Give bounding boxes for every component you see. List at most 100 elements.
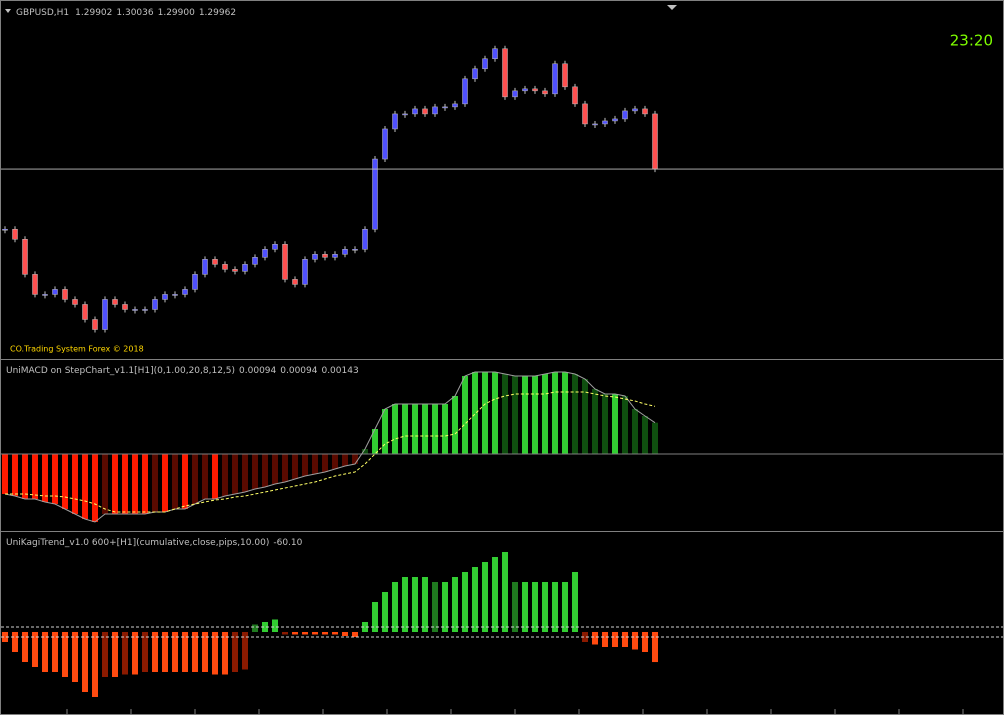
candle-body [292,279,298,285]
readout: 0.00094 [239,366,276,376]
candle-body [192,274,198,290]
histogram-bar [582,632,588,642]
histogram-bar [302,632,308,635]
candle-body [482,58,488,70]
histogram-bar [182,454,188,509]
histogram-bar [172,632,178,672]
histogram-bar [412,404,418,454]
histogram-bar [222,454,228,496]
histogram-bar [192,454,198,504]
candle-body [372,158,378,230]
histogram-bar [262,622,268,632]
histogram-bar [612,632,618,647]
candle-body [182,289,188,295]
histogram-bar [302,454,308,476]
clock: 23:20 [950,32,993,50]
candle-body [492,48,498,60]
histogram-bar [42,454,48,502]
candle-body [2,228,8,231]
histogram-bar [272,454,278,484]
histogram-bar [592,389,598,454]
histogram-bar [112,632,118,677]
histogram-bar [382,409,388,454]
histogram-bar [522,582,528,632]
candle-body [242,264,248,272]
histogram-bar [332,632,338,635]
candle-body [22,239,28,275]
histogram-bar [572,572,578,632]
chart-header: GBPUSD,H1 1.29902 1.30036 1.29900 1.29962 [16,8,236,18]
histogram-bar [432,404,438,454]
readout: 0.00143 [321,366,358,376]
histogram-bar [502,374,508,454]
histogram-bar [172,454,178,509]
menu-arrow[interactable] [5,9,11,13]
histogram-bar [292,454,298,479]
histogram-bar [92,632,98,697]
histogram-bar [122,454,128,514]
histogram-bar [12,632,18,652]
histogram-bar [522,376,528,454]
histogram-bar [502,552,508,632]
histogram-bar [102,632,108,677]
histogram-bar [312,454,318,474]
histogram-bar [222,632,228,675]
main-line [4,371,656,523]
candle-body [152,299,158,310]
histogram-bar [622,396,628,454]
candle-body [252,257,258,265]
histogram-bar [322,632,328,635]
candle-body [12,228,18,240]
histogram-bar [462,572,468,632]
candle-body [632,108,638,112]
candle-body [212,259,218,265]
histogram-bar [22,632,28,662]
copyright: CO.Trading System Forex © 2018 [10,345,144,354]
histogram-bar [512,582,518,632]
histogram-bar [372,602,378,632]
histogram-bar [242,454,248,492]
histogram-bar [532,376,538,454]
histogram-bar [382,592,388,632]
candle-body [342,249,348,255]
candle-body [92,319,98,330]
candle-body [352,249,358,251]
quote: 1.29902 [75,8,112,18]
candle-body [382,128,388,160]
histogram-bar [162,632,168,672]
candle-body [522,88,528,92]
quote: 1.29900 [158,8,195,18]
candle-body [222,264,228,270]
histogram-bar [352,632,358,637]
candle-body [32,274,38,295]
candle-body [652,113,658,170]
histogram-bar [62,454,68,509]
quote: 1.30036 [116,8,153,18]
candle-body [142,309,148,311]
histogram-bar [192,632,198,672]
candle-body [402,113,408,116]
histogram-bar [342,632,348,636]
candle-body [122,304,128,310]
histogram-bar [202,632,208,672]
candle-body [472,68,478,80]
candle-body [332,254,338,258]
histogram-bar [642,632,648,652]
histogram-bar [322,454,328,472]
candle-body [102,299,108,330]
histogram-bar [82,454,88,519]
readout: -60.10 [273,538,302,548]
histogram-bar [342,454,348,466]
histogram-bar [152,632,158,672]
histogram-bar [292,632,298,635]
histogram-bar [272,619,278,632]
candle-body [112,299,118,305]
histogram-bar [42,632,48,672]
candle-body [602,120,608,125]
histogram-bar [262,454,268,487]
histogram-bar [652,632,658,663]
histogram-bar [392,582,398,632]
histogram-bar [112,454,118,514]
indicator-title: UniKagiTrend_v1.0 600+[H1](cumulative,cl… [6,538,303,548]
